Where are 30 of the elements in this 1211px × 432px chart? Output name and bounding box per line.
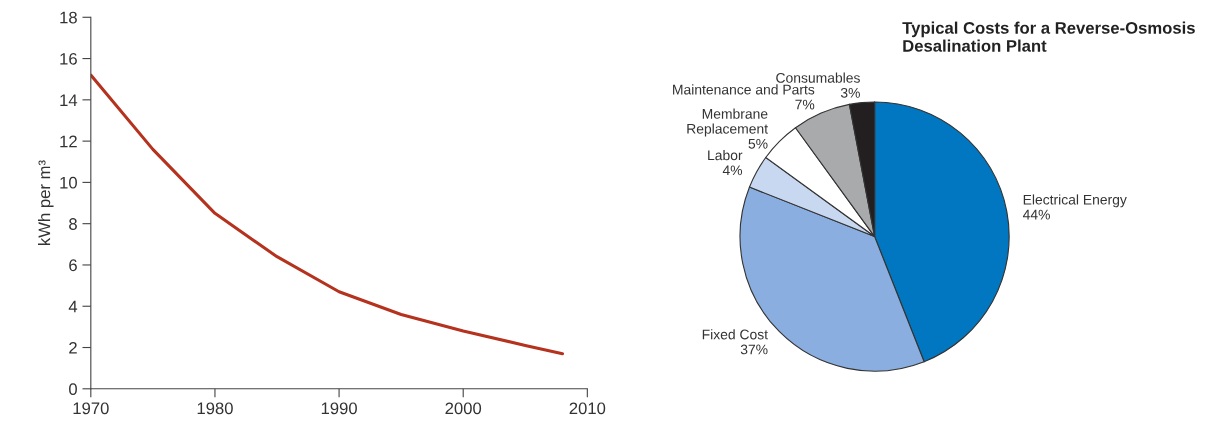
data-label: 37% [740, 344, 768, 355]
y-axis-title: kWh per m³ [38, 160, 54, 245]
slice-label: Labor [708, 150, 743, 161]
y-tick-label: 8 [69, 218, 77, 230]
y-tick-label: 2 [69, 341, 77, 354]
y-tick-label: 4 [68, 300, 78, 313]
y-tick-label: 14 [60, 94, 78, 106]
y-tick-label: 12 [60, 135, 77, 148]
x-tick-label: 1980 [197, 402, 233, 415]
y-tick-label: 0 [69, 383, 77, 395]
slice-label: Membrane Replacement [687, 108, 768, 137]
slice-label: Maintenance and Parts [673, 84, 815, 95]
y-tick-label: 6 [69, 259, 77, 272]
data-label: 4% [722, 165, 743, 176]
x-tick-label: 2000 [445, 402, 482, 415]
slice-label: Electrical Energy [1023, 194, 1127, 208]
y-tick-label: 16 [60, 52, 77, 65]
x-tick-label: 1970 [73, 402, 109, 415]
data-label: 44% [1022, 209, 1050, 220]
data-label: 7% [795, 99, 815, 110]
line-series [90, 73, 565, 356]
data-label: 5% [748, 138, 768, 149]
chart-title: Typical Costs for a Reverse-Osmosis Desalination Plant [902, 21, 1195, 52]
y-tick-label: 10 [60, 176, 77, 189]
y-tick-label: 18 [60, 11, 77, 24]
x-tick-label: 2010 [569, 402, 606, 415]
slice-label: Consumables [776, 72, 860, 83]
slice-label: Fixed Cost [702, 329, 768, 340]
x-tick-label: 1990 [321, 402, 357, 415]
data-label: 3% [840, 87, 860, 98]
